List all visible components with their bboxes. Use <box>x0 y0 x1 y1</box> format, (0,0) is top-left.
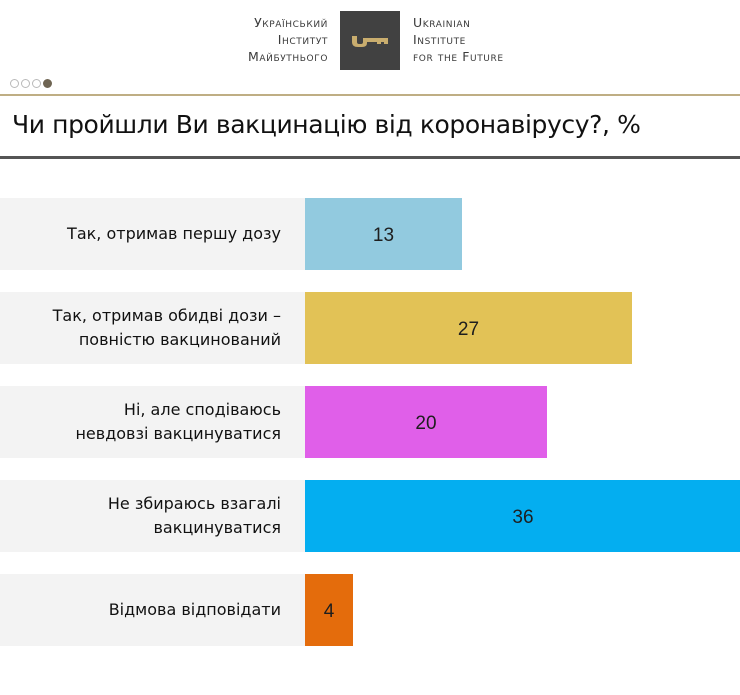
row-label-line: Так, отримав першу дозу <box>67 224 281 243</box>
logo-en-line-1: Ukrainian <box>413 15 471 30</box>
row-label: Так, отримав обидві дози – повністю вакц… <box>0 292 305 364</box>
row-label: Не збираюсь взагалі вакцинуватися <box>0 480 305 552</box>
row-label-line: Ні, але сподіваюсь <box>123 400 281 419</box>
logo-en-line-3: for the Future <box>413 49 504 64</box>
header: Український Інститут Майбутнього Ukraini… <box>0 0 740 76</box>
bar: 27 <box>305 292 632 364</box>
logo-ua-line-2: Інститут <box>277 32 328 47</box>
bar: 20 <box>305 386 547 458</box>
slide-pagination <box>10 79 52 88</box>
row-label: Ні, але сподіваюсь невдовзі вакцинуватис… <box>0 386 305 458</box>
bar: 4 <box>305 574 353 646</box>
pagination-dot-1[interactable] <box>10 79 19 88</box>
bar-value: 36 <box>512 507 534 528</box>
row-label-line: невдовзі вакцинуватися <box>75 424 281 443</box>
row-label-line: Не збираюсь взагалі <box>107 494 281 513</box>
chart-row: Не збираюсь взагалі вакцинуватися 36 <box>0 480 740 552</box>
logo-text-english: Ukrainian Institute for the Future <box>413 14 504 65</box>
title-divider <box>0 156 740 159</box>
chart-row: Ні, але сподіваюсь невдовзі вакцинуватис… <box>0 386 740 458</box>
header-divider <box>0 94 740 96</box>
bar: 13 <box>305 198 462 270</box>
key-icon <box>352 35 388 47</box>
pagination-dot-2[interactable] <box>21 79 30 88</box>
row-label: Відмова відповідати <box>0 574 305 646</box>
row-label-line: Відмова відповідати <box>108 600 281 619</box>
bar-value: 13 <box>372 225 395 246</box>
logo-text-ukrainian: Український Інститут Майбутнього <box>248 14 328 65</box>
chart-row: Відмова відповідати 4 <box>0 574 740 646</box>
logo-mark <box>340 11 400 70</box>
logo-en-line-2: Institute <box>413 32 466 47</box>
row-label-line: вакцинуватися <box>153 518 282 537</box>
pagination-dot-4-active[interactable] <box>43 79 52 88</box>
bar-value: 4 <box>323 601 335 622</box>
bar-value: 27 <box>457 319 480 340</box>
row-label-line: Так, отримав обидві дози – <box>52 306 281 325</box>
bar-value: 20 <box>415 413 437 434</box>
row-label: Так, отримав першу дозу <box>0 198 305 270</box>
pagination-dot-3[interactable] <box>32 79 41 88</box>
row-label-line: повністю вакцинований <box>78 330 281 349</box>
bar: 36 <box>305 480 740 552</box>
logo-ua-line-3: Майбутнього <box>247 49 328 64</box>
chart-row: Так, отримав обидві дози – повністю вакц… <box>0 292 740 364</box>
logo-ua-line-1: Український <box>254 15 328 30</box>
chart-title: Чи пройшли Ви вакцинацію від коронавірус… <box>12 110 641 139</box>
chart-row: Так, отримав першу дозу 13 <box>0 198 740 270</box>
